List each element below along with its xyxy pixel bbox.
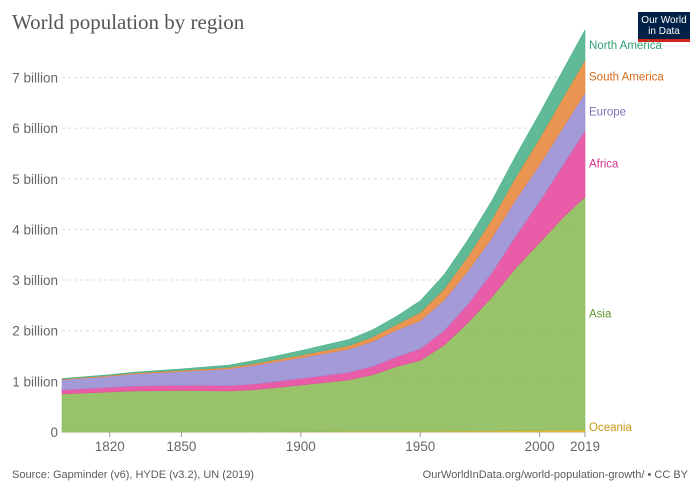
series-label-europe: Europe bbox=[589, 107, 626, 119]
area-layers bbox=[61, 29, 586, 433]
y-tick-label: 3 billion bbox=[12, 273, 58, 288]
x-axis-ticks: 1820 1850 1900 1950 2000 2019 bbox=[95, 432, 600, 454]
logo-line-2: in Data bbox=[648, 26, 680, 37]
logo-line-1: Our World bbox=[641, 15, 687, 26]
owid-logo[interactable]: Our World in Data bbox=[638, 12, 690, 42]
area-north-america[interactable] bbox=[61, 29, 586, 380]
series-label-north-america: North America bbox=[589, 40, 662, 52]
x-tick-label: 1900 bbox=[286, 439, 316, 454]
y-tick-label: 5 billion bbox=[12, 172, 58, 187]
y-tick-label: 4 billion bbox=[12, 222, 58, 237]
y-tick-label: 2 billion bbox=[12, 324, 58, 339]
series-label-oceania: Oceania bbox=[589, 422, 632, 434]
source-note: Source: Gapminder (v6), HYDE (v3.2), UN … bbox=[12, 469, 255, 481]
series-label-africa: Africa bbox=[589, 159, 619, 171]
x-tick-label: 1820 bbox=[95, 439, 125, 454]
x-tick-label: 2000 bbox=[525, 439, 555, 454]
series-label-asia: Asia bbox=[589, 308, 612, 320]
source-url[interactable]: OurWorldInData.org/world-population-grow… bbox=[422, 469, 688, 481]
y-axis-ticks: 0 1 billion 2 billion 3 billion 4 billion 5 b… bbox=[12, 70, 58, 440]
chart-title: World population by region bbox=[12, 10, 245, 34]
y-tick-label: 6 billion bbox=[12, 121, 58, 136]
y-tick-label: 0 bbox=[50, 425, 58, 440]
y-tick-label: 1 billion bbox=[12, 374, 58, 389]
x-tick-label: 2019 bbox=[570, 439, 600, 454]
series-labels: Oceania Asia Africa Europe South America Nort… bbox=[589, 40, 664, 434]
x-tick-label: 1850 bbox=[166, 439, 196, 454]
series-label-south-america: South America bbox=[589, 71, 664, 83]
x-tick-label: 1950 bbox=[405, 439, 435, 454]
y-tick-label: 7 billion bbox=[12, 70, 58, 85]
